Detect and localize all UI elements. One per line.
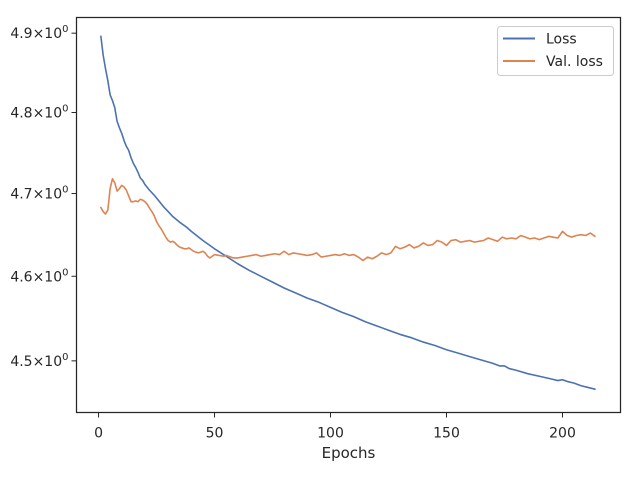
y-tick-label: 4.9×100 <box>10 24 68 42</box>
legend: Loss Val. loss <box>497 26 614 76</box>
series-line-loss <box>100 35 596 390</box>
x-tick-label: 50 <box>206 426 224 442</box>
y-tick-label: 4.8×100 <box>10 104 68 122</box>
x-axis-ticks: 0 50 100 150 200 <box>94 412 576 442</box>
x-tick-label: 0 <box>94 426 103 442</box>
plot-frame <box>75 16 622 414</box>
y-tick-label: 4.5×100 <box>10 352 68 370</box>
x-tick-label: 150 <box>433 426 460 442</box>
legend-label-val-loss: Val. loss <box>546 54 603 70</box>
x-axis-label: Epochs <box>322 444 376 462</box>
legend-label-loss: Loss <box>546 32 577 48</box>
y-axis-ticks: 4.5×100 4.6×100 4.7×100 4.8×100 4.9×100 <box>10 24 77 370</box>
plot-lines <box>100 35 596 390</box>
series-line-val-loss <box>100 178 596 262</box>
x-tick-label: 200 <box>549 426 576 442</box>
y-tick-label: 4.7×100 <box>10 185 68 203</box>
y-tick-label: 4.6×100 <box>10 267 68 285</box>
x-tick-label: 100 <box>317 426 344 442</box>
